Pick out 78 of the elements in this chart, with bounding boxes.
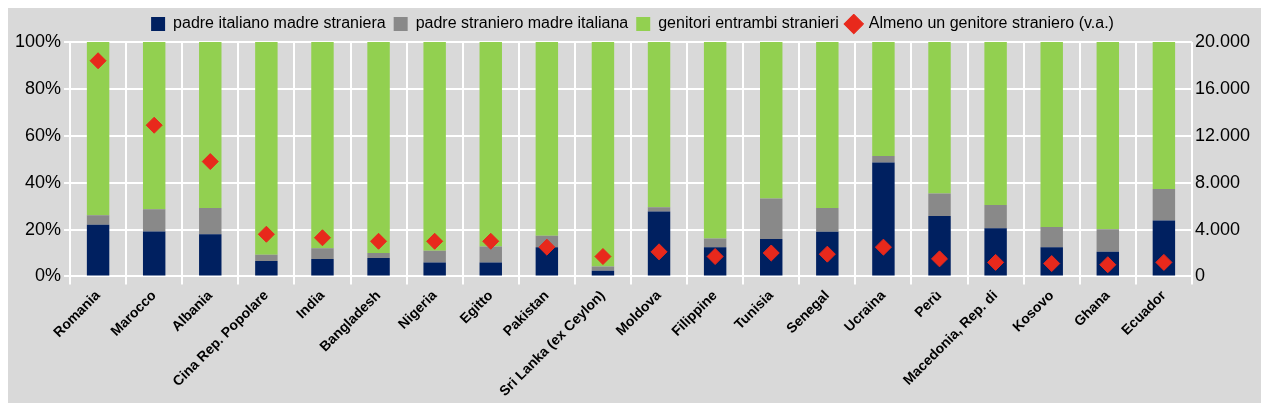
point — [594, 248, 612, 266]
bar — [86, 224, 110, 276]
point — [987, 253, 1005, 271]
bar — [255, 260, 278, 276]
y2-tick-label: 8.000 — [1194, 171, 1240, 192]
bar — [255, 254, 278, 261]
point — [538, 238, 556, 256]
point — [931, 250, 949, 268]
bar — [928, 42, 951, 194]
bar — [703, 238, 727, 248]
legend-label: padre italiano madre straniera — [173, 14, 386, 32]
bar — [367, 253, 390, 258]
bar — [86, 42, 110, 216]
bar — [591, 42, 615, 267]
bar — [703, 42, 727, 239]
bar — [199, 42, 222, 208]
bar — [872, 42, 895, 156]
y-tick-label: 20% — [25, 218, 62, 239]
bar — [647, 42, 671, 208]
bar — [647, 207, 671, 212]
y2-tick-label: 20.000 — [1194, 30, 1251, 51]
bar — [1152, 42, 1176, 189]
bar — [479, 42, 502, 247]
y-tick-label: 0% — [35, 265, 62, 286]
point — [313, 229, 331, 247]
bar — [199, 234, 222, 276]
point — [874, 238, 892, 256]
bar — [86, 215, 110, 225]
y-tick-label: 40% — [25, 171, 62, 192]
point — [145, 116, 163, 134]
legend-label: genitori entrambi stranieri — [658, 14, 839, 32]
bar — [311, 248, 334, 260]
point — [482, 232, 500, 250]
y2-tick-label: 4.000 — [1194, 218, 1240, 239]
point — [201, 153, 219, 171]
bar — [479, 246, 502, 263]
bar — [760, 42, 783, 199]
legend-label: Almeno un genitore straniero (v.a.) — [868, 14, 1114, 32]
bar — [535, 42, 559, 236]
bar — [816, 42, 839, 208]
bar — [1096, 42, 1120, 230]
bar — [872, 155, 895, 163]
bar — [423, 262, 446, 276]
bar — [142, 231, 166, 276]
y-tick-label: 80% — [25, 77, 62, 98]
point — [1155, 253, 1173, 271]
point — [257, 225, 275, 243]
bar — [142, 42, 166, 210]
bar — [760, 198, 783, 239]
bar — [142, 209, 166, 232]
y-tick-label: 100% — [14, 30, 62, 51]
y2-tick-label: 12.000 — [1194, 124, 1251, 145]
y-tick-label: 60% — [25, 124, 62, 145]
bar — [199, 207, 222, 235]
bar — [984, 42, 1007, 205]
bar — [984, 204, 1007, 229]
bar — [311, 42, 334, 249]
bar — [816, 207, 839, 232]
bar — [367, 257, 390, 276]
legend-label: padre straniero madre italiana — [415, 14, 629, 32]
bar — [872, 162, 895, 276]
bar — [1096, 229, 1120, 252]
bar — [423, 250, 446, 263]
bar — [367, 42, 390, 253]
bar — [1040, 226, 1063, 248]
bar — [423, 42, 446, 251]
point — [370, 232, 388, 250]
bar — [311, 259, 334, 276]
bar — [591, 266, 615, 271]
bar — [1040, 42, 1063, 227]
y2-tick-label: 16.000 — [1194, 77, 1251, 98]
bar — [255, 42, 278, 255]
y2-tick-label: 0 — [1194, 265, 1205, 286]
bar — [928, 193, 951, 216]
bar — [1152, 189, 1176, 221]
bar — [479, 262, 502, 276]
point — [426, 232, 444, 250]
point — [89, 52, 107, 70]
